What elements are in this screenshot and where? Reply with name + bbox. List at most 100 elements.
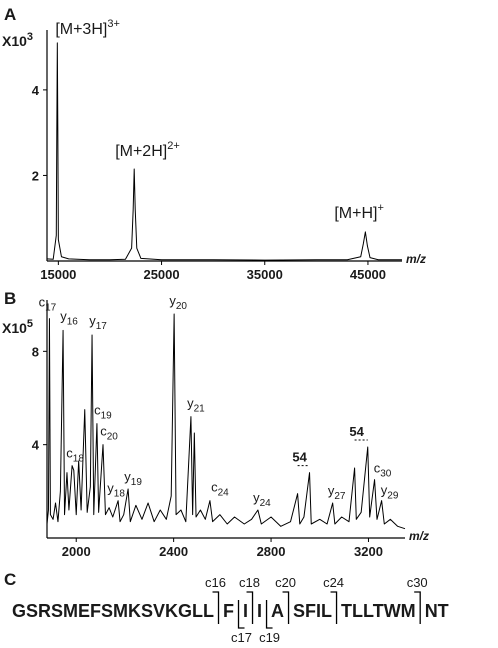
peak-label: y21 — [187, 396, 205, 415]
x-axis-title: m/z — [406, 252, 426, 266]
peak-label-sub: 21 — [194, 404, 206, 415]
panel-label: B — [4, 289, 16, 308]
peak-label-text: y — [381, 483, 388, 498]
peak-label-sup: 2+ — [167, 140, 180, 152]
scale-base: X10 — [2, 33, 27, 49]
peak-label-sub: 18 — [73, 454, 85, 465]
cleavage-label: c16 — [205, 575, 226, 590]
peak-label: y18 — [107, 481, 125, 500]
peak-label: y17 — [89, 313, 107, 332]
sequence-segment: F — [223, 601, 234, 621]
x-tick-label: 3200 — [354, 544, 383, 559]
spectrum-line — [46, 313, 406, 530]
peak-label: y24 — [253, 490, 271, 509]
peak-label-text: y — [187, 396, 194, 411]
sequence-segment: NT — [425, 601, 449, 621]
scale-exponent: 3 — [27, 31, 33, 43]
peak-label-sub: 18 — [114, 489, 126, 500]
peak-label: [M+3H]3+ — [55, 18, 120, 38]
cleavage-marker — [237, 600, 245, 629]
peak-label-sub: 29 — [387, 491, 399, 502]
sequence-segment: I — [243, 601, 248, 621]
peak-label-sub: 19 — [101, 411, 113, 422]
panel-label: A — [4, 5, 16, 24]
peak-label-sub: 19 — [131, 477, 143, 488]
sequence-segment: I — [257, 601, 262, 621]
mass-difference-label: 54 — [349, 424, 364, 439]
peak-label: [M+H]+ — [334, 202, 384, 222]
x-tick-label: 45000 — [350, 267, 386, 282]
cleavage-label: c17 — [231, 630, 252, 645]
peak-label-sub: 20 — [176, 301, 188, 312]
scale-exponent: 5 — [27, 318, 33, 330]
peak-label: y16 — [60, 308, 78, 327]
x-tick-label: 35000 — [247, 267, 283, 282]
peak-label-sub: 17 — [96, 321, 108, 332]
peak-label-sub: 16 — [67, 316, 79, 327]
x-tick-label: 2800 — [257, 544, 286, 559]
peak-label-text: c — [374, 461, 381, 476]
peak-label-text: y — [253, 490, 260, 505]
cleavage-label: c24 — [323, 575, 344, 590]
y-tick-label: 4 — [32, 438, 40, 453]
peak-label-sub: 17 — [45, 303, 57, 314]
panel-label: C — [4, 570, 16, 589]
sequence-segment: A — [271, 601, 284, 621]
peak-label-text: c — [94, 403, 101, 418]
cleavage-label: c19 — [259, 630, 280, 645]
peak-label-text: y — [89, 313, 96, 328]
peak-label-text: [M+2H] — [115, 143, 167, 160]
peak-label-text: y — [107, 481, 114, 496]
cleavage-label: c30 — [407, 575, 428, 590]
sequence-segment: TLLTWM — [341, 601, 416, 621]
y-tick-label: 8 — [32, 344, 39, 359]
peak-label-text: y — [124, 469, 131, 484]
peak-label-text: c — [66, 446, 73, 461]
cleavage-marker — [282, 591, 290, 624]
peak-label: c18 — [66, 446, 84, 465]
peak-label-text: [M+3H] — [55, 21, 107, 38]
mass-difference-label: 54 — [292, 450, 307, 465]
peak-label-text: y — [60, 308, 67, 323]
peak-label: c17 — [39, 295, 57, 314]
peak-label: [M+2H]2+ — [115, 140, 180, 160]
sequence-segment: GSRSMEFSMKSVKGLL — [12, 601, 214, 621]
cleavage-label: c20 — [275, 575, 296, 590]
peak-label-sub: 20 — [107, 432, 119, 443]
peak-label-sub: 30 — [380, 469, 392, 480]
cleavage-marker — [414, 591, 421, 624]
peak-label-text: c — [100, 424, 107, 439]
peak-label: y20 — [169, 293, 187, 312]
x-axis-title: m/z — [409, 529, 429, 543]
peak-label-sub: 24 — [260, 498, 272, 509]
x-tick-label: 15000 — [40, 267, 76, 282]
peak-label: y27 — [328, 483, 346, 502]
peak-label-sup: + — [377, 202, 383, 214]
scale-label: X105 — [2, 318, 33, 336]
peak-label: c30 — [374, 461, 392, 480]
peak-label: y29 — [381, 483, 399, 502]
cleavage-marker — [212, 591, 220, 624]
cleavage-marker — [246, 591, 254, 624]
x-tick-label: 2400 — [159, 544, 188, 559]
peak-label-sub: 24 — [218, 488, 230, 499]
peak-label-sup: 3+ — [107, 18, 120, 30]
peak-label-text: y — [169, 293, 176, 308]
cleavage-marker — [330, 591, 338, 624]
sequence-segment: SFIL — [293, 601, 332, 621]
peak-label-text: [M+H] — [334, 205, 377, 222]
spectrum-line — [46, 42, 402, 261]
scale-label: X103 — [2, 31, 33, 49]
peak-label: y19 — [124, 469, 142, 488]
x-tick-label: 2000 — [62, 544, 91, 559]
y-tick-label: 2 — [32, 168, 39, 183]
peak-label-text: c — [39, 295, 46, 310]
peak-label-text: c — [211, 480, 218, 495]
cleavage-marker — [265, 600, 273, 629]
scale-base: X10 — [2, 320, 27, 336]
x-tick-label: 25000 — [143, 267, 179, 282]
peak-label: c24 — [211, 480, 229, 499]
peak-label-sub: 27 — [334, 491, 346, 502]
